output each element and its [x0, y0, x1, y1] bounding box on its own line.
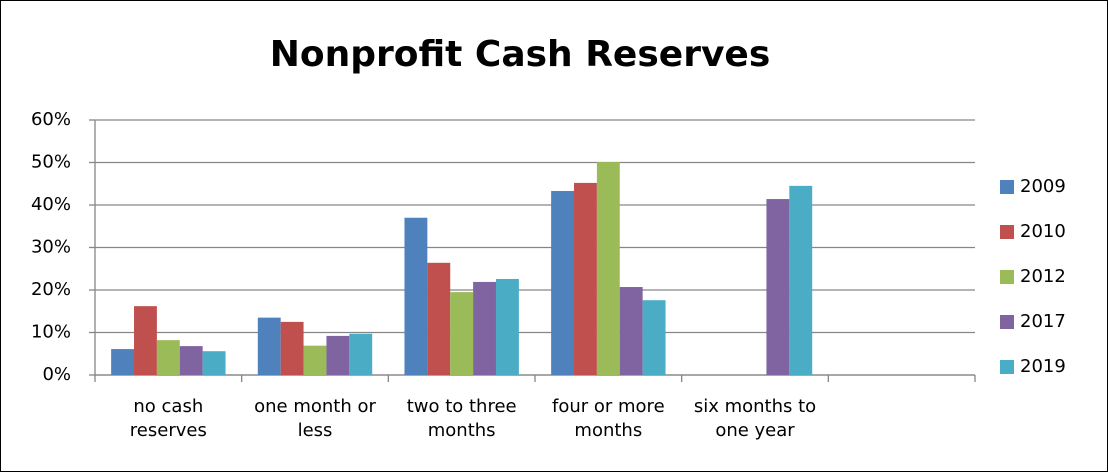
x-tick-label: four or more months [552, 396, 665, 441]
legend-swatch [1000, 225, 1014, 239]
x-tick-label: six months to one year [693, 396, 817, 441]
legend-label: 2017 [1020, 311, 1066, 332]
y-tick-label: 60% [31, 109, 71, 130]
bar [280, 321, 304, 375]
legend-swatch [1000, 360, 1014, 374]
y-tick-label: 0% [42, 364, 71, 385]
y-tick-label: 10% [31, 322, 71, 343]
chart-title: Nonprofit Cash Reserves [270, 34, 771, 75]
bar [134, 306, 157, 375]
bar [766, 199, 790, 375]
bar [404, 217, 428, 375]
legend-swatch [1000, 315, 1014, 329]
y-tick-label: 40% [31, 194, 71, 215]
bar [179, 346, 203, 375]
y-tick-label: 50% [31, 152, 71, 173]
bar [303, 345, 327, 375]
legend-label: 2010 [1020, 221, 1066, 242]
legend-label: 2019 [1020, 356, 1066, 377]
bar [619, 287, 643, 375]
bar [427, 262, 451, 375]
x-tick-label: two to three months [406, 396, 517, 441]
bar [111, 349, 135, 375]
legend-swatch [1000, 180, 1014, 194]
x-tick-label: no cash reserves [129, 396, 207, 441]
bar [642, 300, 666, 375]
y-tick-label: 20% [31, 279, 71, 300]
legend-label: 2012 [1020, 266, 1066, 287]
bar [202, 351, 226, 375]
y-tick-label: 30% [31, 237, 71, 258]
bar [156, 340, 180, 375]
bar [473, 281, 496, 375]
bar [257, 317, 281, 375]
bar [596, 162, 620, 375]
bar [349, 333, 373, 375]
bar [326, 335, 350, 375]
bar [574, 182, 597, 375]
bar [450, 292, 474, 375]
bar [495, 278, 519, 375]
bar [551, 190, 575, 375]
x-tick-label: one month or less [254, 396, 376, 441]
bar [789, 185, 813, 375]
legend-label: 2009 [1020, 176, 1066, 197]
legend-swatch [1000, 270, 1014, 284]
